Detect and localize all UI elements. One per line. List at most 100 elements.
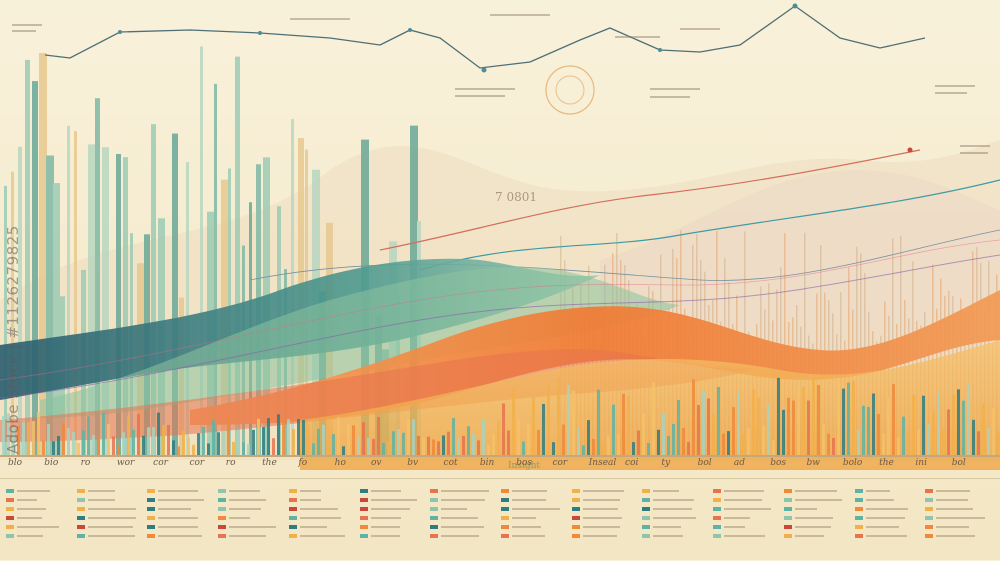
- bottom-bar: [262, 427, 265, 455]
- legend-text-line: [441, 525, 485, 528]
- legend-swatch: [925, 497, 934, 502]
- bottom-bar: [902, 416, 905, 455]
- legend-row: [6, 487, 66, 494]
- legend-row: [218, 514, 278, 521]
- bottom-bar: [897, 437, 900, 455]
- bottom-bar: [742, 433, 745, 455]
- tower-bar: [95, 98, 100, 455]
- legend-row: [147, 532, 207, 539]
- legend-text-line: [794, 516, 833, 519]
- legend-row: [925, 532, 985, 539]
- legend-row: [925, 496, 985, 503]
- bottom-bar: [282, 418, 285, 455]
- legend-text-line: [865, 507, 908, 510]
- bottom-bar: [67, 427, 70, 455]
- bottom-bar: [837, 379, 840, 455]
- bottom-bar: [952, 394, 955, 455]
- legend-swatch: [925, 488, 934, 493]
- x-axis-label: ini: [915, 458, 927, 468]
- legend-row: [6, 532, 66, 539]
- bottom-bar: [912, 395, 915, 455]
- legend-row: [288, 514, 349, 521]
- bottom-bar: [772, 440, 775, 455]
- bottom-bar: [417, 435, 420, 455]
- bottom-bar: [957, 389, 960, 455]
- legend-row: [571, 487, 632, 494]
- bottom-bar: [802, 387, 805, 455]
- bottom-bar: [287, 419, 290, 455]
- legend-text-line: [299, 516, 341, 519]
- bottom-bar: [307, 424, 310, 455]
- legend-text-line: [299, 525, 327, 528]
- bottom-bar: [567, 385, 570, 455]
- tower-bar: [4, 185, 7, 455]
- bottom-bar: [182, 430, 185, 455]
- legend-swatch: [642, 497, 651, 502]
- legend-swatch: [783, 488, 792, 493]
- legend-text-line: [512, 525, 541, 528]
- bottom-bar: [857, 429, 860, 455]
- bottom-bar: [967, 383, 970, 455]
- legend-text-line: [936, 534, 976, 537]
- legend-swatch: [571, 488, 580, 493]
- legend-row: [359, 505, 420, 512]
- bottom-bar: [147, 427, 150, 455]
- bottom-bar: [422, 437, 425, 455]
- bottom-bar: [367, 437, 370, 455]
- legend-row: [713, 514, 773, 521]
- bottom-bar: [987, 427, 990, 455]
- bottom-bar: [662, 413, 665, 455]
- tower-bar: [74, 131, 77, 455]
- bottom-bar: [627, 396, 630, 455]
- legend-row: [218, 523, 278, 530]
- legend-text-line: [370, 525, 400, 528]
- legend-text-line: [936, 498, 969, 501]
- legend-swatch: [147, 515, 156, 520]
- bottom-bar: [342, 446, 345, 455]
- legend-text-line: [794, 498, 842, 501]
- bottom-bar: [232, 441, 235, 455]
- bottom-bar: [117, 444, 120, 455]
- legend-text-line: [724, 525, 746, 528]
- bottom-bar: [447, 431, 450, 455]
- legend-row: [288, 523, 349, 530]
- bottom-bar: [962, 400, 965, 455]
- tower-bar: [67, 125, 70, 456]
- legend-swatch: [854, 488, 863, 493]
- bottom-bar: [22, 422, 25, 455]
- x-axis-label: bos: [516, 458, 532, 468]
- legend-swatch: [218, 533, 227, 538]
- bottom-bar: [17, 426, 20, 455]
- legend-row: [642, 496, 702, 503]
- legend-text-line: [229, 489, 261, 492]
- legend-row: [76, 523, 137, 530]
- bottom-bar: [647, 442, 650, 455]
- bottom-bar: [622, 393, 625, 455]
- bottom-bar: [597, 389, 600, 455]
- legend-row: [76, 496, 137, 503]
- x-axis-label: bv: [407, 458, 419, 468]
- legend-text-line: [512, 516, 536, 519]
- legend-text-line: [441, 507, 468, 510]
- legend-text-line: [794, 507, 817, 510]
- x-axis-label: cor: [189, 458, 205, 468]
- legend-swatch: [76, 515, 85, 520]
- legend-swatch: [925, 515, 934, 520]
- bottom-bar: [137, 413, 140, 455]
- bottom-bar: [392, 431, 395, 455]
- legend-row: [430, 505, 490, 512]
- tower-bar: [102, 147, 109, 455]
- bottom-bar: [997, 432, 1000, 455]
- legend-swatch: [713, 488, 722, 493]
- bottom-bar: [202, 426, 205, 455]
- legend-swatch: [925, 506, 934, 511]
- bottom-bar: [547, 383, 550, 455]
- bottom-bar: [467, 426, 470, 455]
- legend-text-line: [299, 498, 321, 501]
- bottom-bar: [397, 428, 400, 455]
- bottom-bar: [847, 382, 850, 455]
- bottom-bar: [122, 432, 125, 455]
- legend-row: [288, 505, 349, 512]
- legend-row: [288, 487, 349, 494]
- legend-swatch: [359, 488, 368, 493]
